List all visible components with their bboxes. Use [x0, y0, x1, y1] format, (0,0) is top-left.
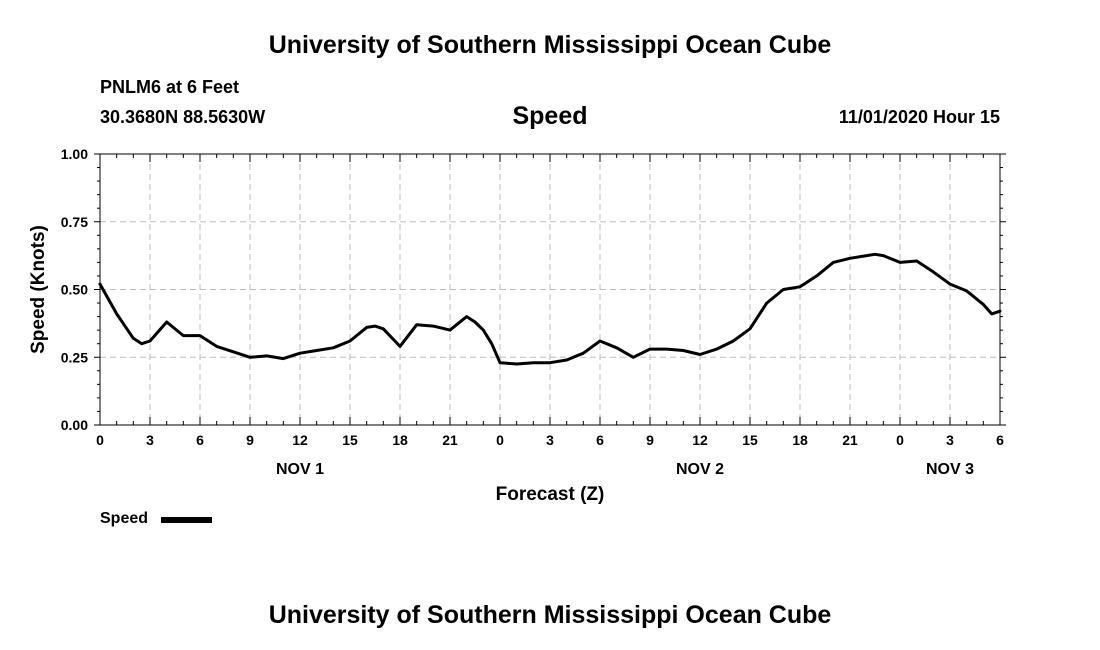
header-title: University of Southern Mississippi Ocean…: [268, 31, 832, 59]
x-tick-label: 9: [246, 432, 254, 448]
speed-series-line: [98, 252, 1002, 366]
legend-swatch: [161, 517, 212, 523]
x-tick-label: 18: [392, 432, 408, 448]
forecast-datetime: 11/01/2020 Hour 15: [838, 107, 1000, 127]
y-tick-label: 0.00: [61, 417, 88, 433]
y-tick-label: 0.75: [61, 214, 88, 230]
y-tick-label: 0.25: [61, 349, 88, 365]
plot-frame: [99, 153, 1001, 426]
x-tick-label: 15: [742, 432, 758, 448]
x-tick-label: 0: [896, 432, 904, 448]
x-tick-label: 6: [596, 432, 604, 448]
legend-label: Speed: [100, 510, 149, 527]
day-label: NOV 2: [676, 461, 724, 478]
station-label: PNLM6 at 6 Feet: [100, 77, 240, 97]
x-axis-label: Forecast (Z): [496, 484, 605, 505]
day-label: NOV 3: [926, 461, 974, 478]
x-tick-label: 15: [342, 432, 358, 448]
chart-subtitle: Speed: [512, 102, 588, 130]
x-tick-label: 21: [442, 432, 458, 448]
x-tick-label: 3: [946, 432, 954, 448]
y-tick-label: 0.50: [61, 282, 88, 298]
x-tick-label: 0: [96, 432, 104, 448]
x-tick-label: 3: [146, 432, 154, 448]
x-tick-label: 21: [842, 432, 858, 448]
x-tick-label: 12: [692, 432, 708, 448]
x-tick-label: 18: [792, 432, 808, 448]
x-tick-label: 3: [546, 432, 554, 448]
day-label: NOV 1: [276, 461, 324, 478]
y-axis-label: Speed (Knots): [28, 225, 49, 354]
x-tick-label: 9: [646, 432, 654, 448]
x-tick-label: 6: [196, 432, 204, 448]
station-coordinates: 30.3680N 88.5630W: [100, 107, 266, 127]
footer-title: University of Southern Mississippi Ocean…: [268, 601, 832, 629]
y-tick-label: 1.00: [61, 146, 88, 162]
x-tick-label: 12: [292, 432, 308, 448]
x-tick-label: 6: [996, 432, 1004, 448]
x-tick-label: 0: [496, 432, 504, 448]
